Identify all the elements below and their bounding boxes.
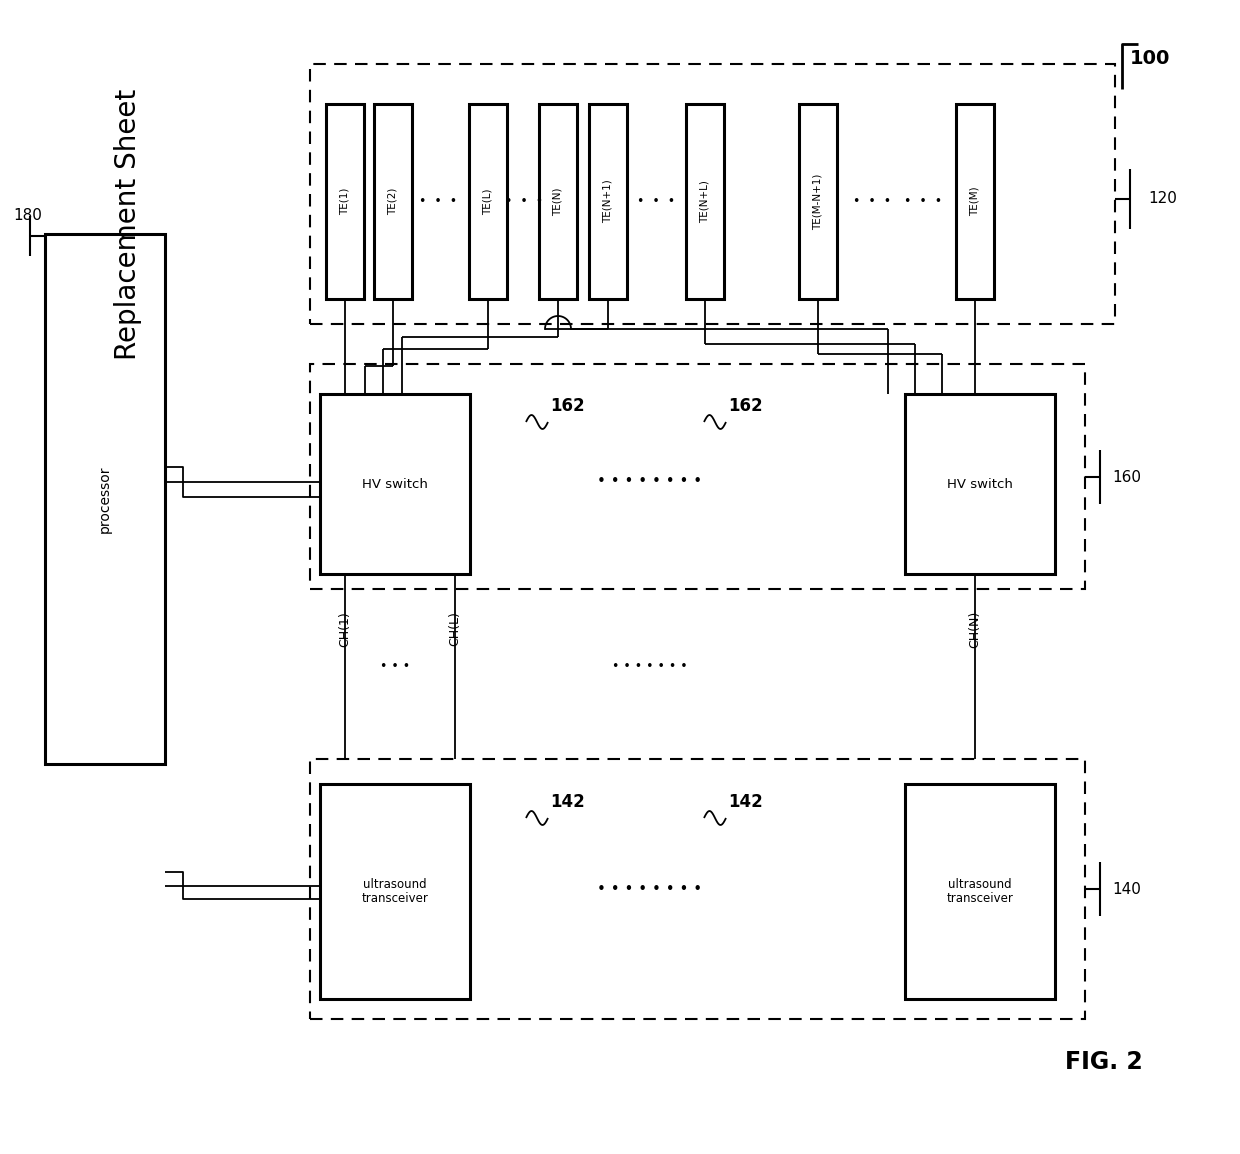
- Text: 162: 162: [551, 397, 584, 415]
- Text: 142: 142: [728, 793, 763, 811]
- Text: ultrasound
transceiver: ultrasound transceiver: [362, 877, 429, 906]
- Text: CH(1): CH(1): [339, 612, 351, 647]
- Text: 100: 100: [1130, 50, 1171, 68]
- Text: •  •  •: • • •: [637, 195, 675, 208]
- Bar: [326, 104, 365, 299]
- Bar: [686, 104, 724, 299]
- Text: HV switch: HV switch: [947, 478, 1013, 490]
- Text: •  •  •: • • •: [505, 195, 543, 208]
- Text: •  •  •: • • •: [853, 195, 892, 208]
- Bar: [539, 104, 577, 299]
- Bar: [956, 104, 994, 299]
- Text: TE(M): TE(M): [970, 187, 980, 216]
- Text: • • • • • • •: • • • • • • •: [613, 659, 688, 673]
- Text: 162: 162: [728, 397, 763, 415]
- Text: TE(M-N+1): TE(M-N+1): [813, 173, 823, 230]
- Bar: [320, 394, 470, 574]
- Bar: [320, 784, 470, 999]
- Bar: [589, 104, 627, 299]
- Text: • • • • • • • •: • • • • • • • •: [598, 474, 703, 489]
- Text: TE(2): TE(2): [388, 188, 398, 215]
- Text: 160: 160: [1112, 470, 1141, 485]
- Text: TE(N+L): TE(N+L): [701, 180, 711, 223]
- Text: ultrasound
transceiver: ultrasound transceiver: [946, 877, 1013, 906]
- Text: TE(1): TE(1): [340, 188, 350, 215]
- Text: TE(L): TE(L): [484, 188, 494, 215]
- Text: 142: 142: [551, 793, 585, 811]
- Text: •  •  •: • • •: [419, 195, 458, 208]
- Text: •  •  •: • • •: [904, 195, 942, 208]
- Text: • • • • • • • •: • • • • • • • •: [598, 882, 703, 897]
- Text: CH(L): CH(L): [449, 612, 461, 646]
- Text: HV switch: HV switch: [362, 478, 428, 490]
- Text: • • •: • • •: [379, 659, 410, 673]
- Bar: [310, 364, 1085, 589]
- Text: CH(N): CH(N): [968, 610, 982, 647]
- Bar: [799, 104, 837, 299]
- Bar: [905, 784, 1055, 999]
- Bar: [374, 104, 412, 299]
- Bar: [45, 234, 165, 764]
- Text: TE(N): TE(N): [553, 187, 563, 216]
- Bar: [469, 104, 507, 299]
- Text: Replacement Sheet: Replacement Sheet: [114, 89, 143, 360]
- Text: processor: processor: [98, 465, 112, 533]
- Text: TE(N+1): TE(N+1): [603, 180, 613, 224]
- Bar: [905, 394, 1055, 574]
- Text: FIG. 2: FIG. 2: [1065, 1050, 1143, 1074]
- Bar: [310, 759, 1085, 1019]
- Text: 180: 180: [12, 209, 42, 224]
- Text: 140: 140: [1112, 882, 1141, 897]
- Text: 120: 120: [1148, 192, 1177, 207]
- Bar: [310, 63, 1115, 324]
